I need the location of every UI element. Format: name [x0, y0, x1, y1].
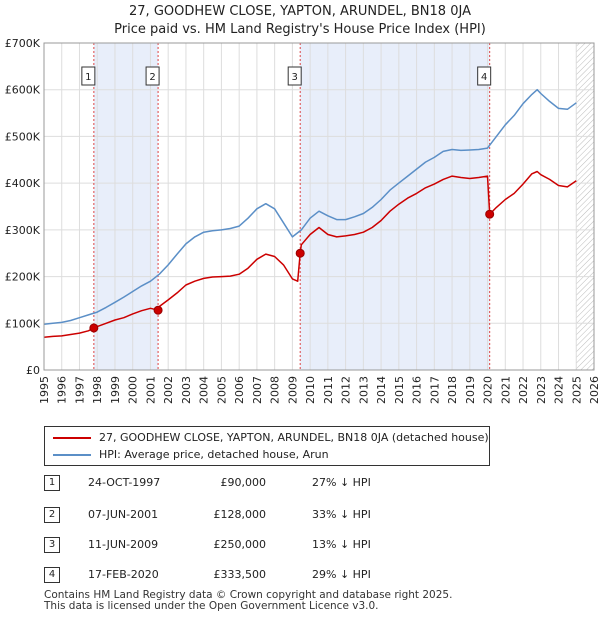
x-tick-label: 2025: [570, 376, 583, 404]
x-tick-label: 2024: [553, 376, 566, 404]
x-tick-label: 2026: [588, 376, 600, 404]
x-tick-label: 2008: [269, 376, 282, 404]
x-tick-label: 2018: [446, 376, 459, 404]
transaction-label-number: 1: [85, 72, 91, 83]
hpi-series-line: [43, 88, 577, 325]
footer-attribution: Contains HM Land Registry data © Crown c…: [44, 590, 452, 612]
x-tick-label: 1995: [38, 376, 51, 404]
table-row: 4 17-FEB-2020 £333,500 29% ↓ HPI: [44, 567, 544, 585]
table-row: 1 24-OCT-1997 £90,000 27% ↓ HPI: [44, 475, 544, 493]
legend-blue-line: [53, 453, 91, 456]
transaction-label-number: 2: [149, 72, 155, 83]
legend-label-hpi: HPI: Average price, detached house, Arun: [99, 448, 329, 461]
x-tick-label: 1996: [56, 376, 69, 404]
y-tick-label: £600K: [5, 84, 41, 97]
x-tick-label: 2021: [499, 376, 512, 404]
transaction-label-number: 3: [292, 72, 298, 83]
chart-subtitle: Price paid vs. HM Land Registry's House …: [114, 22, 486, 37]
footer-line-licence: This data is licensed under the Open Gov…: [44, 600, 379, 612]
x-tick-label: 2020: [482, 376, 495, 404]
plot-border: [43, 42, 595, 371]
sale-point: [153, 305, 163, 315]
y-tick-label: £500K: [5, 130, 41, 143]
x-tick-label: 2003: [180, 376, 193, 404]
x-tick-label: 2002: [162, 376, 175, 404]
x-tick-label: 2016: [411, 376, 424, 404]
transaction-label-box: [81, 66, 96, 86]
transaction-price: £90,000: [220, 476, 267, 489]
x-tick-label: 2019: [464, 376, 477, 404]
transaction-hpi-diff: 13% ↓ HPI: [312, 538, 371, 551]
table-row: 2 07-JUN-2001 £128,000 33% ↓ HPI: [44, 507, 544, 525]
legend-item-property: 27, GOODHEW CLOSE, YAPTON, ARUNDEL, BN18…: [53, 431, 489, 444]
transaction-label-box: [287, 66, 302, 86]
transaction-date: 17-FEB-2020: [88, 568, 159, 581]
transaction-date: 07-JUN-2001: [88, 508, 159, 521]
x-tick-label: 2017: [428, 376, 441, 404]
transaction-price: £128,000: [213, 508, 267, 521]
x-tick-label: 2006: [233, 376, 246, 404]
y-tick-label: £300K: [5, 224, 41, 237]
transaction-marker-badge: 2: [44, 507, 60, 523]
transaction-hpi-diff: 33% ↓ HPI: [312, 508, 371, 521]
x-tick-label: 2009: [286, 376, 299, 404]
sale-point: [295, 248, 305, 258]
x-tick-label: 1998: [91, 376, 104, 404]
x-tick-label: 2010: [304, 376, 317, 404]
x-tick-label: 1999: [109, 376, 122, 404]
transaction-price: £333,500: [213, 568, 267, 581]
x-tick-label: 2022: [517, 376, 530, 404]
transaction-hpi-diff: 27% ↓ HPI: [312, 476, 371, 489]
transaction-marker-badge: 1: [44, 475, 60, 491]
x-tick-label: 2011: [322, 376, 335, 404]
transaction-label-box: [477, 66, 492, 86]
forecast-hatched-area: [576, 43, 594, 370]
x-tick-label: 2004: [198, 376, 211, 404]
transaction-date: 11-JUN-2009: [88, 538, 159, 551]
transaction-marker-badge: 4: [44, 567, 60, 583]
transaction-marker-badge: 3: [44, 537, 60, 553]
x-tick-label: 2001: [144, 376, 157, 404]
shaded-ownership-period-1: [93, 43, 159, 370]
x-tick-label: 2005: [215, 376, 228, 404]
legend-red-line: [53, 436, 91, 439]
table-row: 3 11-JUN-2009 £250,000 13% ↓ HPI: [44, 537, 544, 555]
y-tick-label: £200K: [5, 271, 41, 284]
x-tick-label: 2007: [251, 376, 264, 404]
legend-item-hpi: HPI: Average price, detached house, Arun: [53, 448, 329, 461]
sale-point: [89, 323, 99, 333]
transaction-price: £250,000: [213, 538, 267, 551]
transaction-label-number: 4: [481, 72, 487, 83]
transaction-hpi-diff: 29% ↓ HPI: [312, 568, 371, 581]
footer-line-copyright: Contains HM Land Registry data © Crown c…: [44, 589, 453, 601]
x-tick-label: 2023: [535, 376, 548, 404]
x-tick-label: 2012: [340, 376, 353, 404]
chart-title: 27, GOODHEW CLOSE, YAPTON, ARUNDEL, BN18…: [129, 4, 471, 19]
y-tick-label: £0: [26, 364, 40, 377]
x-tick-label: 2015: [393, 376, 406, 404]
y-tick-label: £700K: [5, 37, 41, 50]
sale-point: [485, 209, 495, 219]
x-tick-label: 2014: [375, 376, 388, 404]
transaction-date: 24-OCT-1997: [88, 476, 161, 489]
x-tick-label: 1997: [73, 376, 86, 404]
transaction-label-box: [145, 66, 160, 86]
y-tick-label: £400K: [5, 177, 41, 190]
y-tick-label: £100K: [5, 317, 41, 330]
legend-label-property: 27, GOODHEW CLOSE, YAPTON, ARUNDEL, BN18…: [99, 431, 489, 444]
chart-legend: 27, GOODHEW CLOSE, YAPTON, ARUNDEL, BN18…: [44, 426, 490, 466]
x-tick-label: 2013: [357, 376, 370, 404]
x-tick-label: 2000: [127, 376, 140, 404]
price-chart: £0 £100K £200K £300K £400K £500K £600K £700K 199…: [5, 37, 600, 404]
